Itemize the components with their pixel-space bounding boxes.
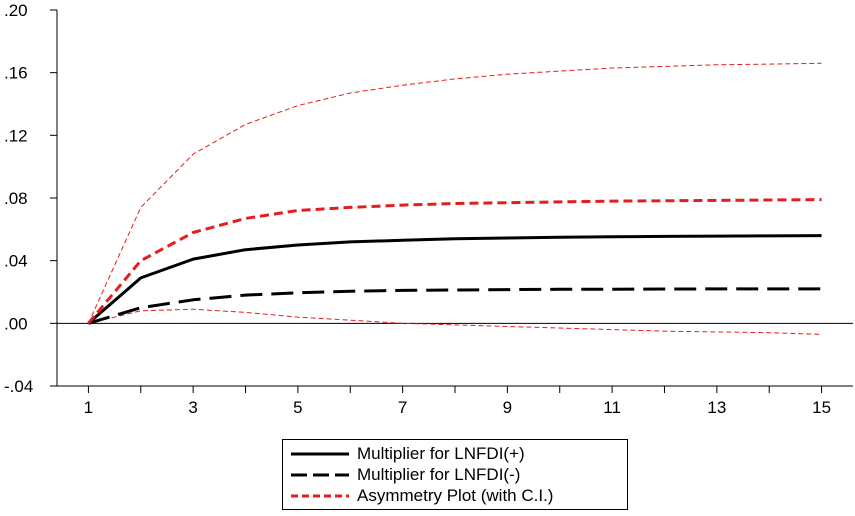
legend-swatch-dashed-black — [291, 473, 349, 477]
y-tick-label: .20 — [4, 1, 28, 20]
y-tick-label: .04 — [4, 252, 28, 271]
legend-item-multiplier-positive: Multiplier for LNFDI(+) — [289, 443, 525, 465]
x-tick-label: 15 — [812, 398, 831, 417]
x-tick-label: 1 — [84, 398, 93, 417]
legend-label: Multiplier for LNFDI(+) — [357, 444, 525, 463]
legend-swatch-dashed-red — [291, 494, 349, 498]
legend-label: Multiplier for LNFDI(-) — [357, 465, 521, 484]
chart-axes — [56, 10, 853, 387]
legend-swatch-solid-black — [291, 452, 349, 456]
x-tick-label: 3 — [188, 398, 197, 417]
confidence-bound-line — [88, 308, 822, 335]
legend-item-multiplier-negative: Multiplier for LNFDI(-) — [289, 464, 520, 486]
chart-series — [87, 62, 822, 335]
chart-legend: Multiplier for LNFDI(+) Multiplier for L… — [282, 439, 628, 510]
x-tick-label: 13 — [707, 398, 726, 417]
series-line — [87, 234, 822, 325]
x-tick-label: 7 — [398, 398, 407, 417]
y-tick-label: .16 — [4, 64, 28, 83]
series-line — [87, 198, 822, 325]
y-tick-label: -.04 — [4, 377, 33, 396]
y-tick-label: .12 — [4, 126, 28, 145]
y-axis-ticks: .20 .16 .12 .08 .04 .00 -.04 — [4, 1, 57, 396]
legend-label: Asymmetry Plot (with C.I.) — [357, 486, 554, 505]
legend-item-asymmetry: Asymmetry Plot (with C.I.) — [289, 485, 553, 507]
x-tick-label: 11 — [603, 398, 621, 417]
y-tick-label: .08 — [4, 189, 28, 208]
x-tick-label: 5 — [293, 398, 302, 417]
confidence-bound-line — [87, 62, 822, 324]
x-tick-label: 9 — [503, 398, 512, 417]
series-line — [87, 287, 822, 325]
y-tick-label: .00 — [4, 314, 28, 333]
x-axis-ticks: 1 3 5 7 9 11 13 15 — [84, 386, 831, 417]
